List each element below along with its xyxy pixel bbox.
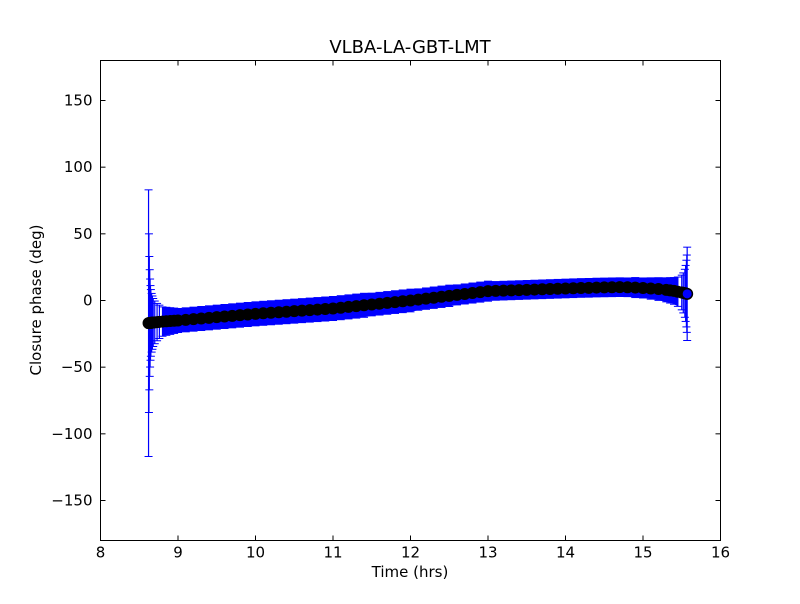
x-tick-label: 13 — [478, 544, 497, 562]
y-tick-label: 0 — [83, 292, 93, 310]
y-tick-label: 150 — [64, 92, 93, 110]
x-tick-label: 12 — [401, 544, 420, 562]
y-tick-label: 50 — [73, 225, 92, 243]
y-tick-label: 100 — [64, 158, 93, 176]
y-tick-label: −50 — [61, 358, 93, 376]
chart-title: VLBA-LA-GBT-LMT — [329, 37, 491, 58]
x-tick-label: 16 — [711, 544, 730, 562]
x-tick-label: 8 — [96, 544, 106, 562]
x-tick-label: 15 — [633, 544, 652, 562]
x-tick-label: 9 — [173, 544, 183, 562]
x-axis-label: Time (hrs) — [371, 563, 449, 581]
x-tick-label: 10 — [246, 544, 265, 562]
markers-layer — [142, 281, 694, 330]
y-axis: −150 −100 −50 0 50 100 150 — [51, 92, 721, 510]
y-axis-label: Closure phase (deg) — [27, 225, 45, 376]
x-tick-label: 14 — [556, 544, 575, 562]
data-point-last — [682, 289, 692, 299]
x-axis: 8 9 10 11 12 13 14 15 16 — [96, 60, 730, 562]
y-tick-label: −100 — [51, 425, 92, 443]
y-tick-label: −150 — [51, 492, 92, 510]
x-tick-label: 11 — [323, 544, 342, 562]
